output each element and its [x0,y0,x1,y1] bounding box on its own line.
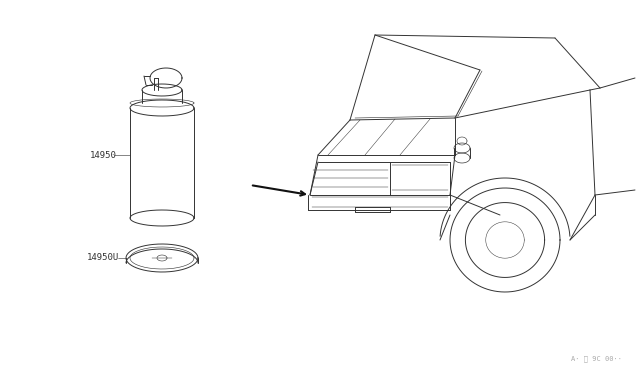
Text: 14950: 14950 [90,151,117,160]
Text: 14950U: 14950U [87,253,119,263]
Text: A· ˹ 9C 00··: A· ˹ 9C 00·· [571,355,622,362]
